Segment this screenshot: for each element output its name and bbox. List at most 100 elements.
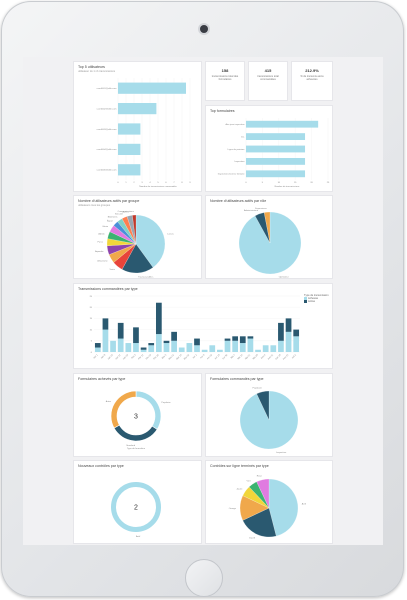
slice-label: Standard bbox=[126, 444, 136, 447]
top-forms-chart: 0 5 10 15 20 25 Aire jeux inspection Inv. Ligne … bbox=[218, 118, 330, 188]
x-tick-label: Jan 15 bbox=[108, 354, 115, 361]
x-tick-label: 4 bbox=[149, 182, 151, 184]
bar-achevee bbox=[102, 329, 109, 352]
pie-slice bbox=[256, 390, 270, 421]
bar-active bbox=[194, 338, 200, 346]
top-users-title: Top 5 utilisateurs bbox=[78, 65, 105, 69]
bar-achevee bbox=[278, 340, 284, 352]
top-forms-title: Top formulaires bbox=[210, 109, 235, 113]
category-label: Ligne de peinture bbox=[228, 148, 246, 151]
slice-label: Orange bbox=[229, 507, 237, 510]
kpi-label: % de transmis-sions achevées bbox=[300, 75, 324, 82]
bar-achevee bbox=[155, 334, 162, 352]
x-tick-label: 0 bbox=[245, 182, 247, 184]
users-by-group-title: Nombre d'utilisateurs actifs par groupe bbox=[78, 199, 140, 203]
x-tick-label: Avr 30 bbox=[222, 353, 229, 360]
new-forms-chart: Actif 2 bbox=[111, 482, 161, 538]
bar bbox=[118, 82, 186, 94]
slice-label: Populaire bbox=[253, 387, 263, 390]
top-forms-card: Top formulaires 0 5 10 15 20 25 Aire jeux insp… bbox=[205, 105, 333, 192]
x-tick-label: Jan 1 bbox=[93, 354, 99, 360]
bar-achevee bbox=[148, 345, 155, 352]
slice-label: Voirie bbox=[109, 268, 115, 271]
slice-label: Génie bbox=[102, 226, 109, 228]
x-tick-label: Mar 19 bbox=[176, 353, 183, 360]
x-tick-label: Mai 7 bbox=[231, 354, 237, 360]
bar-achevee bbox=[293, 336, 300, 352]
pie-slice bbox=[135, 214, 166, 268]
dashboard-screen: Top 5 utilisateurs utilisateur du 1 nb t… bbox=[23, 57, 383, 545]
category-label: user0405@ville.com bbox=[97, 169, 117, 172]
donut-slice bbox=[113, 424, 158, 442]
x-tick-label: Jan 29 bbox=[123, 354, 130, 361]
legend-item-active: Active bbox=[304, 300, 329, 303]
bar-active bbox=[239, 336, 246, 344]
bar bbox=[246, 133, 306, 141]
forms-by-type-chart: Populaire Standard Autre 3 Type de formulair… bbox=[106, 390, 171, 450]
donut-slice bbox=[135, 390, 162, 430]
slice-label: Urbanisme bbox=[97, 260, 108, 263]
slice-label: Inspection bbox=[276, 451, 287, 454]
bar-achevee bbox=[270, 345, 277, 352]
slice-label: Admin bbox=[98, 233, 105, 236]
x-tick-label: 15 bbox=[294, 182, 297, 184]
x-tick-label: Fév 12 bbox=[138, 354, 145, 361]
bar-active bbox=[224, 338, 231, 341]
controls-title: Contrôles sur ligne terminés par type bbox=[210, 464, 269, 468]
transmissions-card: Transmissions commandées par type 0 5 10 15… bbox=[73, 283, 333, 369]
category-label: Inspection bbox=[235, 160, 246, 163]
top-users-chart: 0 1 2 3 4 5 6 7 8 9 user0401@ville.com user0402@vil… bbox=[97, 78, 191, 188]
pie-slice bbox=[242, 507, 277, 538]
x-tick-label: Avr 9 bbox=[200, 353, 206, 359]
bar-achevee bbox=[178, 347, 185, 352]
bar bbox=[246, 145, 306, 153]
category-label: user0404@ville.com bbox=[97, 148, 117, 151]
forms-pie-card: Formulaires commandés par type Inspectio… bbox=[205, 373, 333, 457]
x-tick-label: Fév 26 bbox=[153, 354, 160, 361]
x-axis-label: Nombre de transmissions commandée bbox=[139, 185, 177, 188]
home-button[interactable] bbox=[185, 559, 223, 597]
bar-active bbox=[94, 343, 101, 348]
users-by-group-subtitle: utilisateurs tous les groupes bbox=[78, 204, 111, 207]
x-tick-label: 3 bbox=[141, 182, 143, 184]
bar-active bbox=[278, 322, 284, 341]
slice-label: Inactif bbox=[249, 537, 255, 540]
x-tick-label: Mar 5 bbox=[161, 353, 168, 360]
controls-chart: Actif Inactif Orange Jaune Vert Rose bbox=[229, 476, 307, 540]
users-by-group-chart: Loisirs Travaux publics Voirie Urbanisme Aqu… bbox=[95, 210, 174, 279]
pie-slice bbox=[256, 478, 270, 509]
bar-active bbox=[171, 331, 177, 341]
bar bbox=[118, 102, 157, 115]
bar-achevee bbox=[133, 343, 139, 352]
bar-achevee bbox=[125, 343, 132, 352]
y-tick-label: 25 bbox=[90, 296, 93, 298]
x-tick-label: 1 bbox=[125, 182, 127, 184]
transmissions-title: Transmissions commandées par type bbox=[78, 287, 138, 291]
bar-achevee bbox=[285, 331, 292, 352]
bar-active bbox=[140, 347, 147, 350]
slice-label: Autres bbox=[122, 211, 129, 214]
bar-achevee bbox=[262, 345, 269, 352]
bar-achevee bbox=[117, 338, 124, 352]
slice-label: Bâtiments bbox=[108, 216, 119, 219]
x-axis-label: Type de formulaire bbox=[127, 447, 146, 450]
kpi-card-1: 158 transmissions total des formulaires bbox=[205, 61, 245, 101]
y-tick-label: 15 bbox=[90, 318, 93, 320]
x-tick-label: 10 bbox=[278, 182, 281, 184]
users-by-type-card: Nombre d'utilisateurs actifs par rôle Op… bbox=[205, 195, 333, 279]
donut-slice bbox=[111, 482, 161, 532]
bar-achevee bbox=[224, 340, 231, 352]
kpi-label: transmissions total commandées bbox=[257, 75, 279, 82]
x-tick-label: Mai 14 bbox=[237, 354, 244, 361]
donut-slice bbox=[110, 390, 137, 429]
x-tick-label: 20 bbox=[310, 182, 313, 184]
bar bbox=[246, 120, 319, 128]
slice-label: Sécurité bbox=[115, 213, 124, 216]
x-tick-label: Juin 18 bbox=[275, 354, 282, 361]
x-tick-label: Juin 11 bbox=[268, 354, 275, 361]
x-tick-label: 9 bbox=[189, 182, 191, 184]
x-tick-label: Avr 16 bbox=[206, 353, 213, 360]
kpi-value: 415 bbox=[264, 68, 272, 73]
